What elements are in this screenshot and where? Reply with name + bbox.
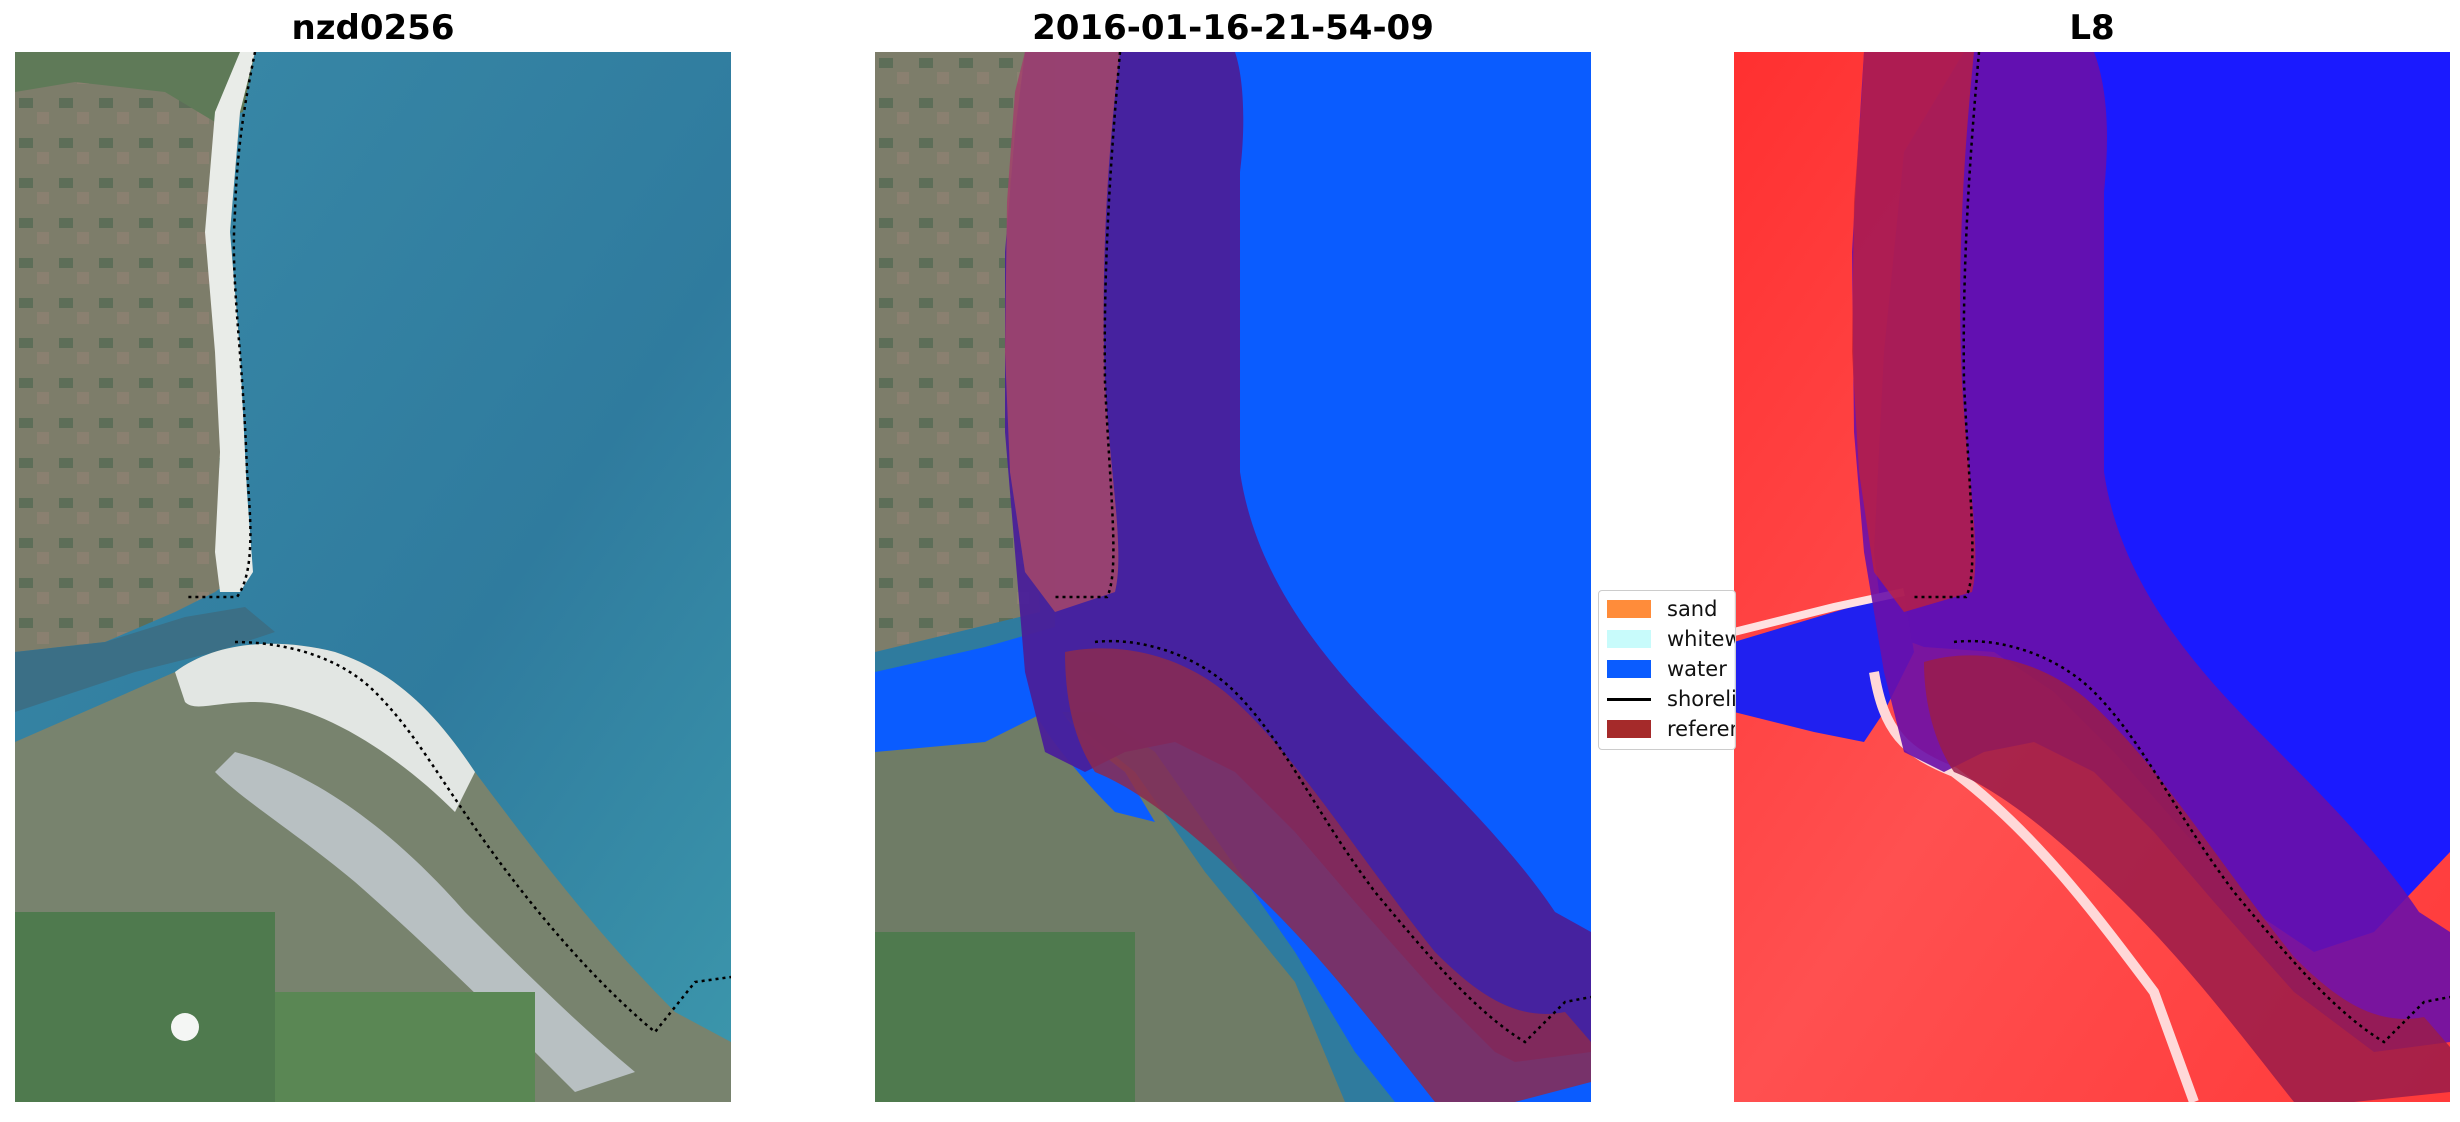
legend-label-sand: sand [1667,597,1718,621]
legend-item-reference: reference [1607,717,1735,741]
l8-image-panel [1734,52,2450,1102]
legend-swatch-reference [1607,720,1651,738]
rgb-image-panel [15,52,731,1102]
legend-swatch-sand [1607,600,1651,618]
classified-image [875,52,1591,1102]
legend-line-shoreline [1607,697,1651,701]
shoreline-line [185,52,731,1034]
panel-title-l8: L8 [2069,8,2115,48]
legend-label-shoreline: shoreline [1667,687,1735,711]
legend-item-shoreline: shoreline [1607,687,1735,711]
panel-title-rgb: nzd0256 [291,8,455,48]
shoreline-line [1914,52,2450,1044]
rgb-image [15,52,731,1102]
legend-item-water: water [1607,657,1727,681]
panel-title-classified: 2016-01-16-21-54-09 [1032,8,1434,48]
legend-swatch-whitewater [1607,630,1651,648]
shoreline-line [1055,52,1591,1044]
legend-swatch-water [1607,660,1651,678]
l8-image [1734,52,2450,1102]
legend-label-water: water [1667,657,1727,681]
legend-item-sand: sand [1607,597,1717,621]
legend-label-reference: reference [1667,717,1735,741]
classified-image-panel [875,52,1591,1102]
